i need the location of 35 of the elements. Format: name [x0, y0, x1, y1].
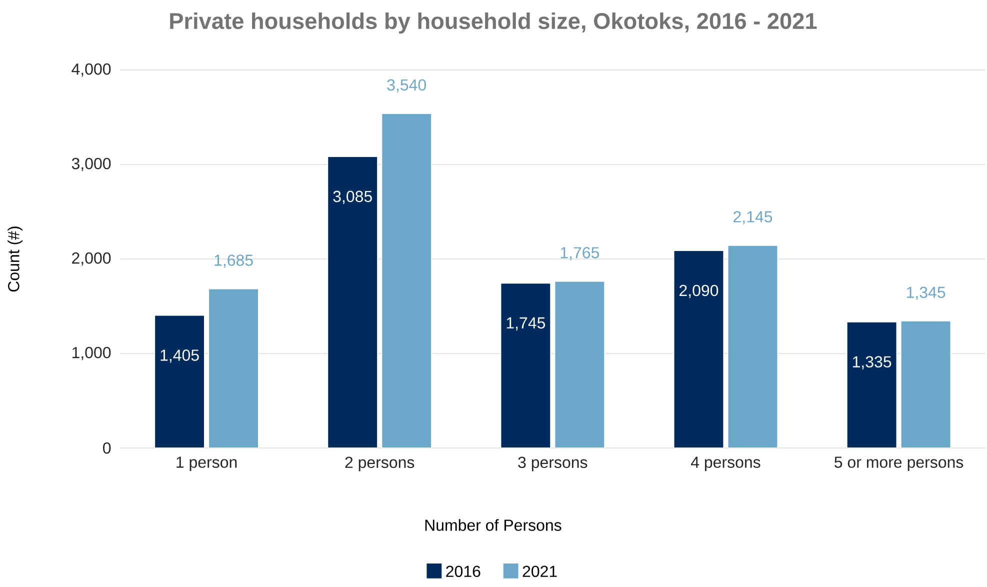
bar [846, 321, 898, 448]
x-axis-title: Number of Persons [425, 519, 562, 531]
y-axis-title: Count (#) [8, 226, 22, 292]
bar [154, 314, 206, 448]
bar [673, 250, 724, 448]
data-label: 1,745 [506, 317, 546, 330]
bar [554, 280, 606, 448]
bar [208, 288, 260, 448]
data-label: 3,085 [333, 190, 372, 204]
y-tick-label: 2,000 [72, 252, 111, 266]
x-tick-label: 2 persons [345, 456, 414, 472]
legend-label: 2021 [522, 566, 557, 578]
data-label: 1,335 [852, 356, 892, 370]
y-tick-label: 0 [103, 442, 111, 454]
data-label: 2,145 [734, 211, 772, 224]
bar [381, 112, 432, 448]
data-label: 1,685 [214, 254, 253, 268]
x-tick-label: 1 person [176, 456, 237, 472]
y-tick-label: 4,000 [72, 63, 111, 77]
bar [727, 244, 778, 448]
y-tick-label: 3,000 [72, 158, 111, 172]
bar [500, 282, 552, 448]
bar [900, 320, 952, 448]
chart-title: Private households by household size, Okotoks, 2016 - 2021 [170, 12, 817, 34]
data-label: 3,540 [387, 79, 426, 92]
x-tick-label: 5 or more persons [834, 456, 964, 472]
x-tick-label: 3 persons [518, 456, 588, 472]
data-label: 1,765 [560, 247, 600, 260]
legend-label: 2016 [446, 566, 480, 578]
data-label: 2,090 [680, 284, 718, 298]
data-label: 1,345 [906, 286, 946, 300]
x-tick-label: 4 persons [690, 456, 760, 472]
y-tick-label: 1,000 [72, 346, 111, 360]
data-label: 1,405 [160, 350, 199, 363]
bar [327, 156, 378, 448]
